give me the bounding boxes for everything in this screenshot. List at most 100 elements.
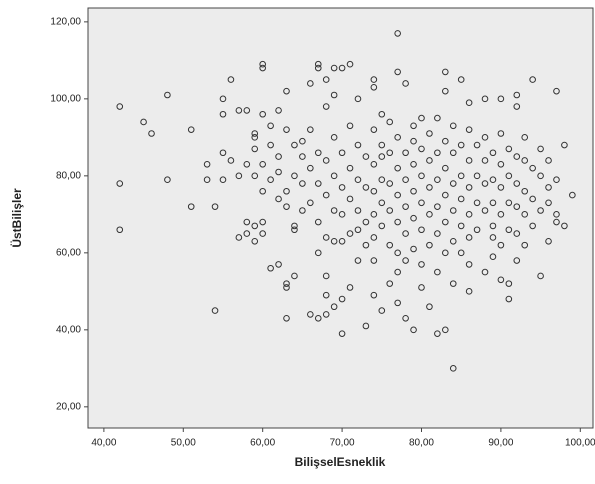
- point: [394, 218, 401, 226]
- point: [370, 126, 378, 133]
- point: [267, 141, 274, 149]
- point: [465, 157, 473, 164]
- point: [338, 64, 346, 72]
- point: [283, 87, 290, 95]
- point: [473, 226, 481, 234]
- point: [513, 153, 521, 160]
- point: [457, 222, 465, 230]
- point: [354, 207, 362, 214]
- point: [513, 230, 521, 237]
- point: [346, 122, 354, 130]
- point: [402, 203, 409, 210]
- y-tick-label: 120,00: [50, 16, 81, 27]
- point: [370, 76, 378, 83]
- point: [561, 222, 568, 230]
- point: [442, 68, 449, 76]
- point: [569, 191, 576, 199]
- point: [529, 222, 536, 230]
- point: [362, 153, 370, 160]
- point: [291, 172, 298, 180]
- point: [338, 184, 346, 191]
- point: [497, 276, 505, 284]
- point: [259, 64, 266, 72]
- x-tick-label: 70,00: [330, 438, 355, 449]
- point: [489, 149, 497, 157]
- point: [299, 207, 306, 214]
- point: [505, 145, 513, 153]
- point: [457, 172, 465, 180]
- point: [473, 199, 481, 207]
- point: [362, 322, 370, 330]
- point: [227, 76, 235, 83]
- point: [402, 257, 409, 264]
- point: [354, 141, 362, 149]
- point: [243, 107, 251, 114]
- point: [410, 187, 417, 195]
- point: [386, 118, 394, 126]
- point: [322, 311, 330, 318]
- point: [164, 91, 171, 99]
- point: [370, 160, 378, 168]
- point: [354, 257, 362, 264]
- point: [394, 249, 401, 257]
- point: [219, 110, 227, 118]
- point: [505, 199, 513, 207]
- point: [481, 95, 489, 103]
- point: [370, 187, 378, 195]
- y-tick-label: 20,00: [56, 401, 81, 412]
- point: [449, 122, 457, 130]
- point: [442, 326, 449, 334]
- point: [457, 76, 465, 83]
- point: [322, 291, 330, 299]
- point: [418, 199, 425, 207]
- point: [203, 160, 211, 168]
- point: [346, 60, 354, 68]
- point: [394, 164, 401, 172]
- point: [275, 195, 282, 203]
- point: [473, 141, 481, 149]
- point: [259, 110, 266, 118]
- point: [505, 226, 513, 234]
- point: [243, 218, 251, 226]
- point: [330, 91, 338, 99]
- point: [386, 241, 394, 249]
- point: [140, 118, 147, 126]
- point: [497, 241, 505, 249]
- point: [529, 164, 536, 172]
- point: [330, 64, 338, 72]
- point: [291, 141, 298, 149]
- point: [203, 176, 211, 183]
- point: [410, 245, 417, 253]
- point: [354, 226, 362, 234]
- point: [251, 237, 259, 245]
- point: [219, 176, 227, 183]
- point: [442, 191, 449, 199]
- point: [338, 295, 346, 303]
- y-tick-label: 80,00: [56, 170, 81, 181]
- point: [394, 30, 401, 37]
- point: [307, 126, 314, 133]
- point: [449, 237, 457, 245]
- point: [521, 187, 529, 195]
- point: [211, 307, 219, 314]
- point: [219, 95, 227, 103]
- point: [330, 303, 338, 311]
- point: [259, 218, 266, 226]
- point: [243, 160, 251, 168]
- point: [259, 160, 266, 168]
- point: [164, 176, 171, 183]
- point: [465, 261, 473, 268]
- point: [402, 176, 409, 183]
- point: [370, 257, 378, 264]
- point: [497, 211, 505, 218]
- point: [275, 153, 282, 160]
- point: [553, 211, 560, 218]
- point: [561, 141, 568, 149]
- point: [291, 222, 298, 230]
- point: [322, 272, 330, 280]
- point: [481, 268, 489, 276]
- point: [529, 76, 536, 83]
- point: [434, 203, 441, 210]
